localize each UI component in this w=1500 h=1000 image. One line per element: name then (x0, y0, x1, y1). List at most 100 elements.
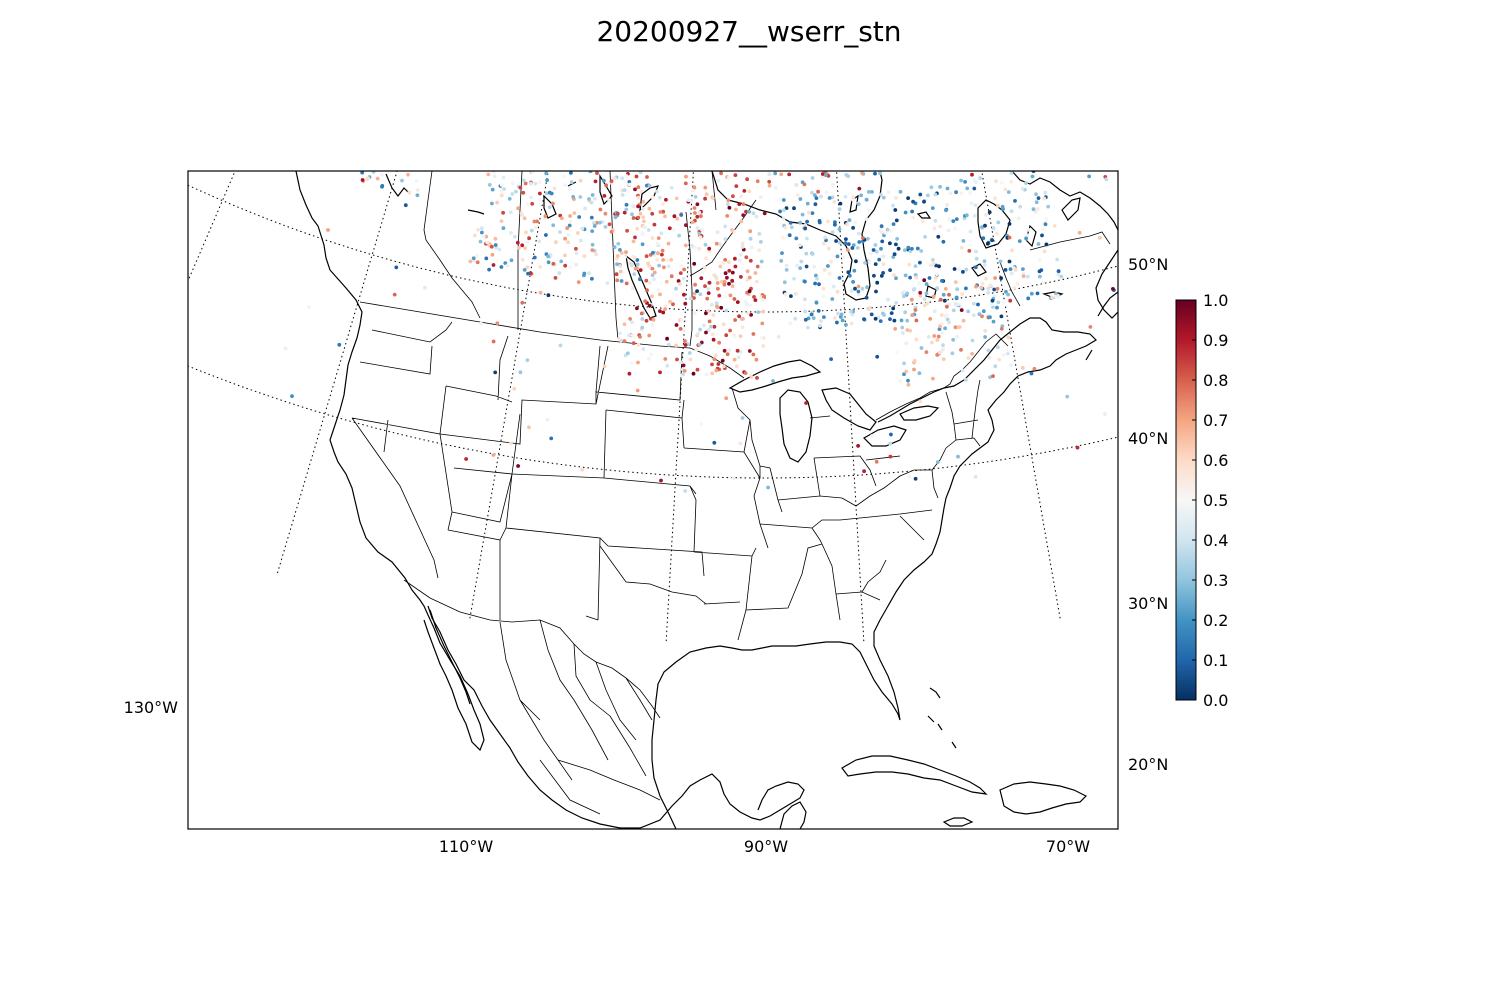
station-marker (795, 193, 800, 198)
station-marker (993, 276, 997, 280)
station-marker (947, 217, 952, 222)
station-marker (1036, 196, 1041, 201)
station-marker (947, 302, 951, 306)
station-marker (789, 294, 793, 298)
lon-label-130w: 130°W (124, 698, 179, 717)
station-marker (631, 216, 636, 220)
station-marker (999, 326, 1004, 331)
station-marker (622, 322, 627, 327)
station-marker (937, 327, 942, 331)
station-marker (847, 273, 852, 278)
station-marker (1103, 412, 1107, 416)
station-marker (865, 285, 869, 290)
station-marker (735, 300, 740, 304)
station-marker (746, 311, 750, 316)
station-marker (681, 276, 686, 281)
station-marker (603, 225, 608, 229)
station-marker (875, 280, 880, 285)
station-marker (1008, 298, 1013, 303)
station-marker (888, 268, 892, 272)
station-marker (551, 261, 556, 266)
station-marker (867, 259, 872, 264)
station-marker (1056, 269, 1061, 274)
station-marker (1097, 236, 1102, 240)
station-marker (1010, 248, 1014, 253)
station-marker (799, 259, 804, 264)
station-marker (956, 454, 960, 459)
station-marker (930, 340, 934, 345)
station-marker (522, 268, 527, 272)
station-marker (692, 291, 697, 296)
station-marker (380, 173, 384, 177)
station-marker (1035, 291, 1040, 296)
station-marker (674, 323, 679, 327)
station-marker (660, 252, 664, 257)
station-marker (691, 188, 696, 193)
station-marker (895, 237, 899, 241)
station-marker (590, 276, 594, 281)
station-marker (1007, 222, 1012, 226)
station-marker (728, 328, 732, 333)
station-marker (878, 171, 882, 176)
station-marker (674, 286, 678, 291)
station-marker (857, 240, 862, 244)
station-marker (658, 210, 663, 214)
station-marker (307, 305, 311, 309)
station-marker (730, 284, 735, 288)
map-panel[interactable] (0, 0, 1500, 830)
station-marker (499, 265, 504, 269)
station-marker (544, 191, 549, 196)
station-marker (507, 196, 512, 201)
station-marker (545, 417, 550, 422)
station-marker (922, 297, 927, 302)
station-marker (938, 185, 942, 189)
station-marker (501, 175, 506, 180)
station-marker (521, 178, 526, 183)
station-marker (682, 267, 686, 272)
station-marker (618, 248, 622, 252)
station-marker (859, 193, 863, 198)
station-marker (620, 193, 625, 197)
station-marker (495, 200, 499, 205)
station-marker (615, 262, 619, 267)
station-marker (945, 202, 949, 207)
station-marker (620, 176, 625, 181)
station-marker (1055, 257, 1059, 262)
station-marker (656, 288, 661, 292)
station-marker (734, 207, 738, 212)
station-marker (905, 291, 909, 296)
station-marker (714, 301, 719, 305)
station-marker (744, 209, 748, 214)
station-marker (650, 322, 655, 327)
station-marker (523, 181, 528, 186)
station-marker (703, 196, 707, 201)
station-marker (380, 184, 385, 188)
station-marker (661, 209, 666, 214)
station-marker (852, 268, 857, 273)
station-marker (752, 295, 756, 299)
station-marker (677, 282, 682, 286)
station-marker (535, 219, 539, 224)
station-marker (638, 277, 642, 282)
station-marker (748, 236, 753, 241)
station-marker (480, 230, 484, 235)
station-marker (733, 264, 738, 269)
station-marker (901, 331, 905, 335)
colorbar-tick-label: 0.4 (1203, 531, 1228, 550)
lat-label-30n: 30°N (1128, 594, 1168, 613)
station-marker (1065, 394, 1070, 399)
station-marker (509, 441, 513, 446)
station-marker (702, 323, 706, 328)
station-marker (847, 218, 852, 223)
station-marker (523, 246, 527, 251)
station-marker (712, 440, 717, 445)
station-marker (629, 263, 634, 268)
station-marker (669, 257, 674, 262)
station-marker (810, 252, 815, 256)
station-marker (713, 353, 718, 357)
station-marker (547, 205, 552, 210)
station-marker (518, 370, 523, 375)
station-marker (739, 219, 744, 224)
station-marker (718, 264, 723, 269)
station-marker (913, 264, 918, 268)
